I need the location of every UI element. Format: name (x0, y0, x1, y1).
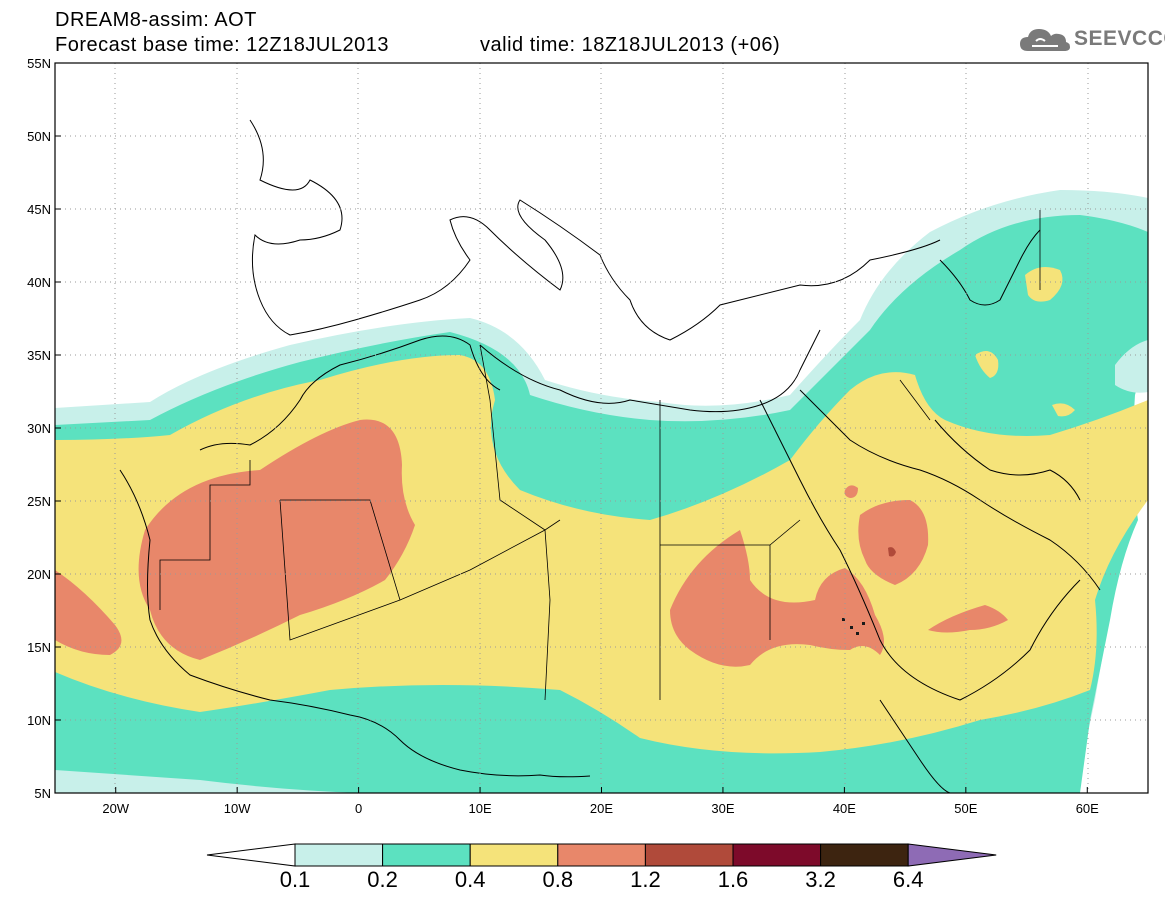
axis-ticks (55, 62, 1088, 794)
colorbar-label: 0.1 (280, 867, 311, 892)
colorbar: 0.1 0.2 0.4 0.8 1.2 1.6 3.2 6.4 (206, 843, 997, 892)
lon-tick-label: 60E (1076, 801, 1099, 816)
lat-tick-label: 30N (27, 421, 51, 436)
colorbar-swatch (820, 843, 909, 867)
aot-contour-0.8-small (844, 485, 858, 498)
lon-tick-label: 20E (590, 801, 613, 816)
colorbar-label: 1.2 (630, 867, 661, 892)
lat-tick-label: 50N (27, 129, 51, 144)
lat-tick-label: 15N (27, 640, 51, 655)
colorbar-label: 0.8 (543, 867, 574, 892)
colorbar-swatch (557, 843, 646, 867)
colorbar-swatch (382, 843, 471, 867)
aot-contour-0.8-west-coast (55, 570, 122, 655)
colorbar-label: 0.4 (455, 867, 486, 892)
map-title: DREAM8-assim: AOT (55, 9, 257, 31)
country-borders (159, 210, 1041, 701)
lat-tick-label: 20N (27, 567, 51, 582)
colorbar-swatch (644, 843, 734, 867)
lat-tick-label: 25N (27, 494, 51, 509)
colorbar-label: 6.4 (893, 867, 924, 892)
colorbar-label: 1.6 (718, 867, 749, 892)
colorbar-arrow-low (206, 843, 296, 867)
colorbar-label: 0.2 (367, 867, 398, 892)
aot-contour-0.8-sudan (670, 530, 884, 667)
coastlines (119, 119, 1101, 793)
lon-tick-label: 20W (102, 801, 129, 816)
lat-tick-label: 5N (34, 786, 51, 801)
eritrea-coast-marks (842, 618, 865, 635)
aot-field (55, 119, 1148, 793)
lon-tick-label: 10E (468, 801, 491, 816)
aot-contour-0.1-east (1115, 340, 1148, 393)
lat-tick-label: 45N (27, 202, 51, 217)
graticule (55, 63, 1148, 793)
colorbar-label: 3.2 (805, 867, 836, 892)
forecast-base-time: Forecast base time: 12Z18JUL2013 (55, 34, 389, 56)
lon-tick-label: 0 (355, 801, 362, 816)
seevccc-logo: SEEVCCC (1018, 25, 1165, 55)
logo-text: SEEVCCC (1074, 27, 1165, 50)
lon-tick-label: 50E (954, 801, 977, 816)
lat-tick-label: 40N (27, 275, 51, 290)
colorbar-arrow-high (907, 843, 997, 867)
aot-contour-0.4-iran (975, 351, 999, 378)
colorbar-swatch (294, 843, 384, 867)
aot-contour-0.4-caspian (1025, 266, 1063, 302)
valid-time: valid time: 18Z18JUL2013 (+06) (480, 34, 781, 56)
lat-tick-label: 10N (27, 713, 51, 728)
cloud-icon (1020, 29, 1070, 51)
aot-contour-0.8-yemen (928, 605, 1008, 633)
colorbar-swatch (732, 843, 822, 867)
aot-contour-0.8-nw-africa (138, 419, 416, 660)
colorbar-swatch (469, 843, 559, 867)
lon-tick-label: 40E (833, 801, 856, 816)
lon-tick-label: 10W (224, 801, 251, 816)
lat-tick-label: 35N (27, 348, 51, 363)
aot-contour-0.4-persian (1052, 403, 1075, 417)
aot-contour-0.8-arabia (858, 500, 929, 585)
lat-tick-label: 55N (27, 56, 51, 71)
lon-tick-label: 30E (711, 801, 734, 816)
aot-contour-1.2 (888, 547, 896, 557)
axis-tick-labels: 20W 10W 0 10E 20E 30E 40E 50E 60E 55N 50N 45N 40N 35N… (27, 56, 1099, 816)
